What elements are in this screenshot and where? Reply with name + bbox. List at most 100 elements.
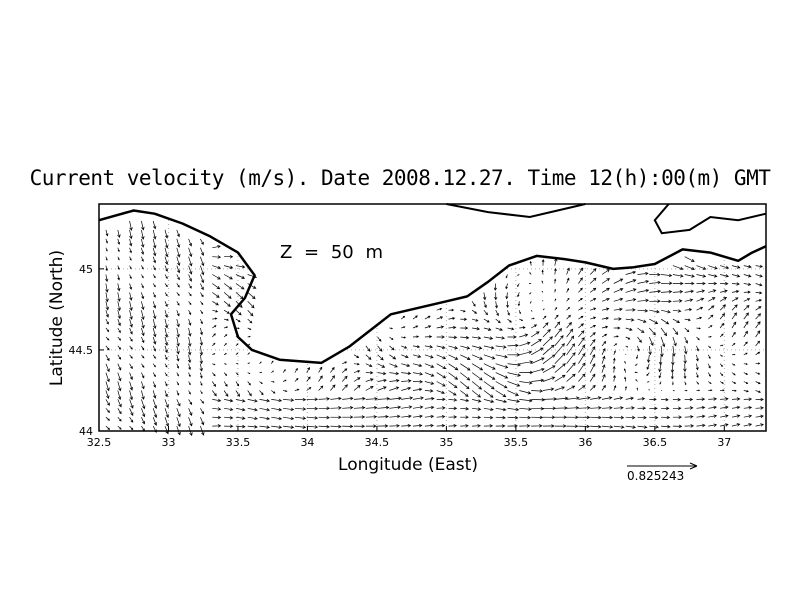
velocity-arrow — [578, 337, 585, 347]
velocity-arrow — [719, 381, 724, 384]
velocity-arrow — [460, 381, 470, 390]
velocity-arrow — [495, 415, 506, 420]
velocity-arrow — [471, 372, 483, 381]
velocity-arrow — [129, 399, 134, 409]
velocity-arrow — [164, 274, 168, 280]
velocity-arrow — [365, 378, 374, 382]
velocity-arrow — [152, 390, 157, 399]
velocity-arrow — [578, 277, 583, 284]
velocity-arrow — [117, 318, 121, 327]
velocity-arrow — [743, 330, 748, 338]
velocity-arrow — [625, 415, 636, 420]
velocity-arrow — [743, 298, 751, 302]
velocity-arrow — [755, 381, 761, 385]
velocity-arrow — [188, 238, 193, 247]
velocity-arrow — [401, 363, 411, 368]
velocity-arrow — [601, 396, 613, 400]
velocity-arrow — [117, 310, 121, 320]
velocity-arrow — [224, 326, 229, 329]
velocity-arrow — [141, 274, 144, 279]
velocity-arrow — [117, 345, 122, 350]
velocity-arrow — [625, 425, 637, 429]
x-tick-label: 37 — [717, 436, 731, 449]
velocity-arrow — [648, 336, 654, 346]
velocity-arrow — [283, 407, 295, 412]
velocity-arrow — [495, 318, 501, 324]
velocity-arrow — [519, 407, 532, 411]
velocity-arrow — [637, 415, 647, 420]
velocity-arrow — [755, 298, 763, 302]
velocity-arrow — [566, 343, 576, 356]
velocity-arrow — [519, 381, 533, 385]
velocity-arrow — [247, 416, 258, 421]
velocity-arrow — [212, 398, 222, 403]
velocity-arrow — [223, 372, 228, 376]
x-tick-label: 33 — [161, 436, 175, 449]
velocity-arrow — [259, 398, 270, 403]
velocity-arrow — [624, 376, 627, 382]
velocity-arrow — [176, 417, 181, 428]
velocity-arrow — [578, 307, 584, 311]
velocity-arrow — [566, 396, 580, 400]
velocity-arrow — [424, 423, 434, 428]
velocity-arrow — [578, 330, 585, 338]
velocity-arrow — [389, 424, 400, 428]
velocity-arrow — [436, 325, 445, 329]
velocity-arrow — [743, 282, 752, 286]
velocity-arrow — [684, 424, 695, 428]
velocity-arrow — [590, 425, 602, 429]
velocity-arrow — [141, 417, 146, 425]
velocity-arrow — [507, 353, 521, 357]
velocity-arrow — [613, 415, 625, 420]
velocity-arrow — [554, 328, 562, 338]
velocity-arrow — [519, 333, 529, 338]
velocity-arrow — [105, 345, 110, 351]
velocity-arrow — [200, 283, 204, 291]
velocity-arrow — [531, 357, 545, 365]
velocity-arrow — [708, 389, 713, 392]
velocity-arrow — [589, 354, 596, 364]
velocity-arrow — [554, 257, 558, 266]
velocity-arrow — [247, 362, 251, 365]
velocity-arrow — [708, 265, 718, 270]
velocity-arrow — [283, 425, 295, 429]
velocity-arrow — [401, 354, 409, 359]
velocity-arrow — [495, 363, 509, 369]
velocity-arrow — [271, 360, 274, 364]
velocity-arrow — [129, 417, 134, 423]
velocity-arrow — [105, 310, 110, 318]
velocity-arrow — [377, 363, 386, 368]
velocity-arrow — [658, 354, 663, 366]
y-tick-label: 45 — [79, 263, 93, 276]
velocity-arrow — [235, 283, 245, 290]
velocity-arrow — [235, 318, 241, 323]
velocity-arrow — [176, 274, 180, 281]
velocity-arrow — [661, 398, 669, 402]
velocity-arrow — [212, 363, 216, 366]
velocity-arrow — [743, 381, 749, 384]
velocity-arrow — [294, 388, 300, 391]
velocity-arrow — [141, 336, 145, 344]
velocity-arrow — [235, 335, 240, 338]
velocity-arrow — [436, 372, 447, 379]
velocity-arrow — [672, 265, 684, 271]
velocity-arrow — [141, 301, 145, 311]
velocity-arrow — [495, 372, 509, 379]
velocity-arrow — [117, 238, 121, 245]
velocity-arrow — [542, 424, 555, 428]
velocity-arrow — [554, 374, 566, 382]
velocity-arrow — [176, 354, 180, 362]
velocity-arrow — [141, 292, 145, 300]
y-tick-label: 44 — [79, 425, 93, 438]
velocity-arrow — [318, 366, 323, 373]
velocity-arrow — [448, 406, 458, 411]
velocity-arrow — [141, 399, 146, 410]
velocity-arrow — [105, 247, 108, 252]
velocity-arrow — [152, 238, 157, 249]
velocity-arrow — [247, 335, 251, 338]
velocity-arrow — [424, 345, 434, 349]
velocity-arrow — [424, 335, 433, 339]
velocity-arrow — [649, 327, 656, 336]
velocity-arrow — [152, 354, 156, 359]
velocity-arrow — [200, 417, 205, 426]
